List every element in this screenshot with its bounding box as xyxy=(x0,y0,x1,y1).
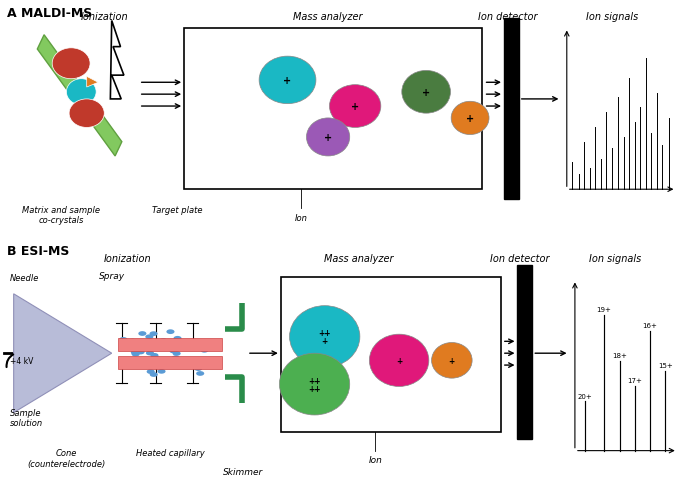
Text: Sample
solution: Sample solution xyxy=(10,408,43,427)
Ellipse shape xyxy=(164,360,172,365)
Ellipse shape xyxy=(194,366,202,371)
Ellipse shape xyxy=(69,100,104,128)
Text: 17+: 17+ xyxy=(627,378,642,383)
Text: 16+: 16+ xyxy=(642,322,658,328)
Bar xyxy=(281,277,500,432)
Ellipse shape xyxy=(138,332,146,336)
Ellipse shape xyxy=(157,369,166,374)
Ellipse shape xyxy=(172,351,181,356)
Ellipse shape xyxy=(172,356,179,361)
Ellipse shape xyxy=(150,332,157,336)
Text: +: + xyxy=(448,356,455,365)
Ellipse shape xyxy=(306,119,350,157)
Text: +: + xyxy=(324,133,332,143)
Text: Cone
(counterelectrode): Cone (counterelectrode) xyxy=(28,448,106,468)
Ellipse shape xyxy=(128,339,137,344)
Ellipse shape xyxy=(431,343,472,378)
Text: Ion: Ion xyxy=(368,455,382,465)
Text: +: + xyxy=(284,76,292,86)
Ellipse shape xyxy=(52,49,90,79)
Bar xyxy=(504,19,519,199)
Text: Matrix and sample
co-crystals: Matrix and sample co-crystals xyxy=(22,205,100,225)
Ellipse shape xyxy=(259,57,316,105)
Ellipse shape xyxy=(329,86,381,128)
Text: 18+: 18+ xyxy=(613,353,628,359)
Ellipse shape xyxy=(402,71,451,114)
Polygon shape xyxy=(110,21,124,100)
Text: Ionization: Ionization xyxy=(81,12,129,22)
Ellipse shape xyxy=(150,353,159,358)
Text: Mass analyzer: Mass analyzer xyxy=(293,12,363,22)
Ellipse shape xyxy=(279,353,350,415)
Polygon shape xyxy=(37,36,122,157)
Ellipse shape xyxy=(150,372,158,377)
Text: B ESI-MS: B ESI-MS xyxy=(7,244,69,257)
Ellipse shape xyxy=(369,334,429,387)
Ellipse shape xyxy=(170,349,177,354)
Text: 15+: 15+ xyxy=(658,362,673,368)
Text: Ion signals: Ion signals xyxy=(586,12,638,22)
Ellipse shape xyxy=(154,340,161,345)
Ellipse shape xyxy=(147,369,155,374)
Text: Needle: Needle xyxy=(10,273,39,282)
Text: Skimmer: Skimmer xyxy=(224,468,264,476)
Text: +: + xyxy=(396,356,402,365)
Text: Ionization: Ionization xyxy=(104,254,151,264)
Text: 19+: 19+ xyxy=(596,307,611,313)
Text: 20+: 20+ xyxy=(578,393,593,399)
Text: Mass analyzer: Mass analyzer xyxy=(324,254,393,264)
Text: Ion detector: Ion detector xyxy=(490,254,549,264)
Text: +: + xyxy=(422,88,430,98)
Ellipse shape xyxy=(152,340,160,345)
Polygon shape xyxy=(87,77,98,88)
Text: +4 kV: +4 kV xyxy=(10,356,34,365)
Ellipse shape xyxy=(119,337,128,342)
Bar xyxy=(119,356,222,369)
Ellipse shape xyxy=(131,350,139,355)
Text: ++
++: ++ ++ xyxy=(308,376,321,393)
Bar xyxy=(184,29,482,190)
Text: Ion detector: Ion detector xyxy=(477,12,537,22)
Ellipse shape xyxy=(132,352,139,357)
Ellipse shape xyxy=(159,339,168,343)
Ellipse shape xyxy=(153,357,161,361)
Ellipse shape xyxy=(196,371,204,376)
Ellipse shape xyxy=(200,348,208,353)
Ellipse shape xyxy=(451,102,489,135)
Bar xyxy=(518,266,532,439)
Text: Spray: Spray xyxy=(99,271,125,280)
Text: Ion: Ion xyxy=(295,213,308,223)
Text: A MALDI-MS: A MALDI-MS xyxy=(7,7,92,20)
Text: Ion signals: Ion signals xyxy=(589,254,642,264)
Ellipse shape xyxy=(146,351,154,356)
Ellipse shape xyxy=(137,350,145,355)
Text: Heated capillary: Heated capillary xyxy=(136,448,205,457)
Polygon shape xyxy=(14,294,112,413)
Text: ++
+: ++ + xyxy=(319,329,331,345)
Ellipse shape xyxy=(146,334,153,339)
Ellipse shape xyxy=(173,336,181,341)
Text: +: + xyxy=(351,102,359,112)
Ellipse shape xyxy=(166,330,175,334)
Ellipse shape xyxy=(181,358,190,363)
Ellipse shape xyxy=(290,306,360,368)
Bar xyxy=(119,338,222,351)
Text: +: + xyxy=(466,114,474,124)
Ellipse shape xyxy=(133,348,141,352)
Text: Target plate: Target plate xyxy=(152,205,203,214)
Ellipse shape xyxy=(66,79,96,106)
